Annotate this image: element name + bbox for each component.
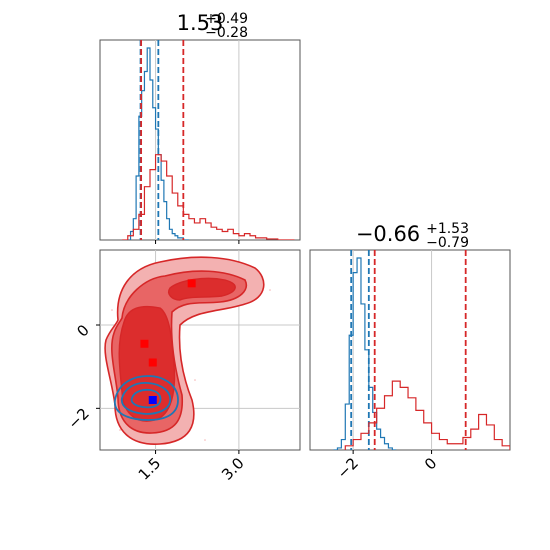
blue-contour-outer xyxy=(114,375,179,421)
tick-label: 3.0 xyxy=(218,454,248,484)
panel-bottom-right-title-minus: −0.79 xyxy=(426,235,469,251)
tick-label: 0 xyxy=(421,454,440,473)
panel-bottom-left-markers xyxy=(140,279,196,404)
point-marker xyxy=(140,339,149,348)
red-contour-inner-upper xyxy=(168,277,236,301)
red-contour-inner xyxy=(118,305,176,422)
point-marker xyxy=(187,279,196,288)
panel-top-left-title-minus: −0.28 xyxy=(205,25,248,41)
panel-top-left-title: 1.53 xyxy=(177,11,224,35)
panel-top-left-title-main: 1.53 xyxy=(177,11,224,35)
panel-bottom-right-title: −0.66 xyxy=(356,222,420,246)
histogram-series-1 xyxy=(344,380,510,450)
tick-label: 1.5 xyxy=(135,454,165,484)
panel-top-left-grid xyxy=(155,40,240,240)
panel-top-left-title-plus: +0.49 xyxy=(205,11,248,27)
blue-contour-inner xyxy=(130,388,162,409)
panel-top-left-histograms xyxy=(122,40,295,240)
histogram-series-0 xyxy=(127,47,189,240)
tick-label: 0 xyxy=(73,321,92,340)
panel-top-left-frame xyxy=(99,39,301,241)
panel-bottom-right-title-plus: +1.53 xyxy=(426,221,469,237)
panel-bottom-left-contours xyxy=(104,256,271,445)
tick-label: −2 xyxy=(64,404,92,432)
tick-label: −2 xyxy=(334,454,362,482)
point-marker xyxy=(148,358,157,367)
panel-bottom-right-histograms xyxy=(333,250,510,450)
panel-top-left: 1.53 +0.49 −0.28 xyxy=(99,11,301,241)
blue-contour-middle xyxy=(120,382,172,415)
point-marker xyxy=(148,396,157,404)
panel-bottom-right: −0.66 +1.53 −0.79 xyxy=(309,221,511,451)
panel-bottom-left xyxy=(99,249,301,451)
histogram-series-0 xyxy=(333,257,397,450)
panel-bottom-right-frame xyxy=(309,249,511,451)
panel-bottom-right-title-main: −0.66 xyxy=(356,222,420,246)
histogram-series-1 xyxy=(122,154,295,240)
